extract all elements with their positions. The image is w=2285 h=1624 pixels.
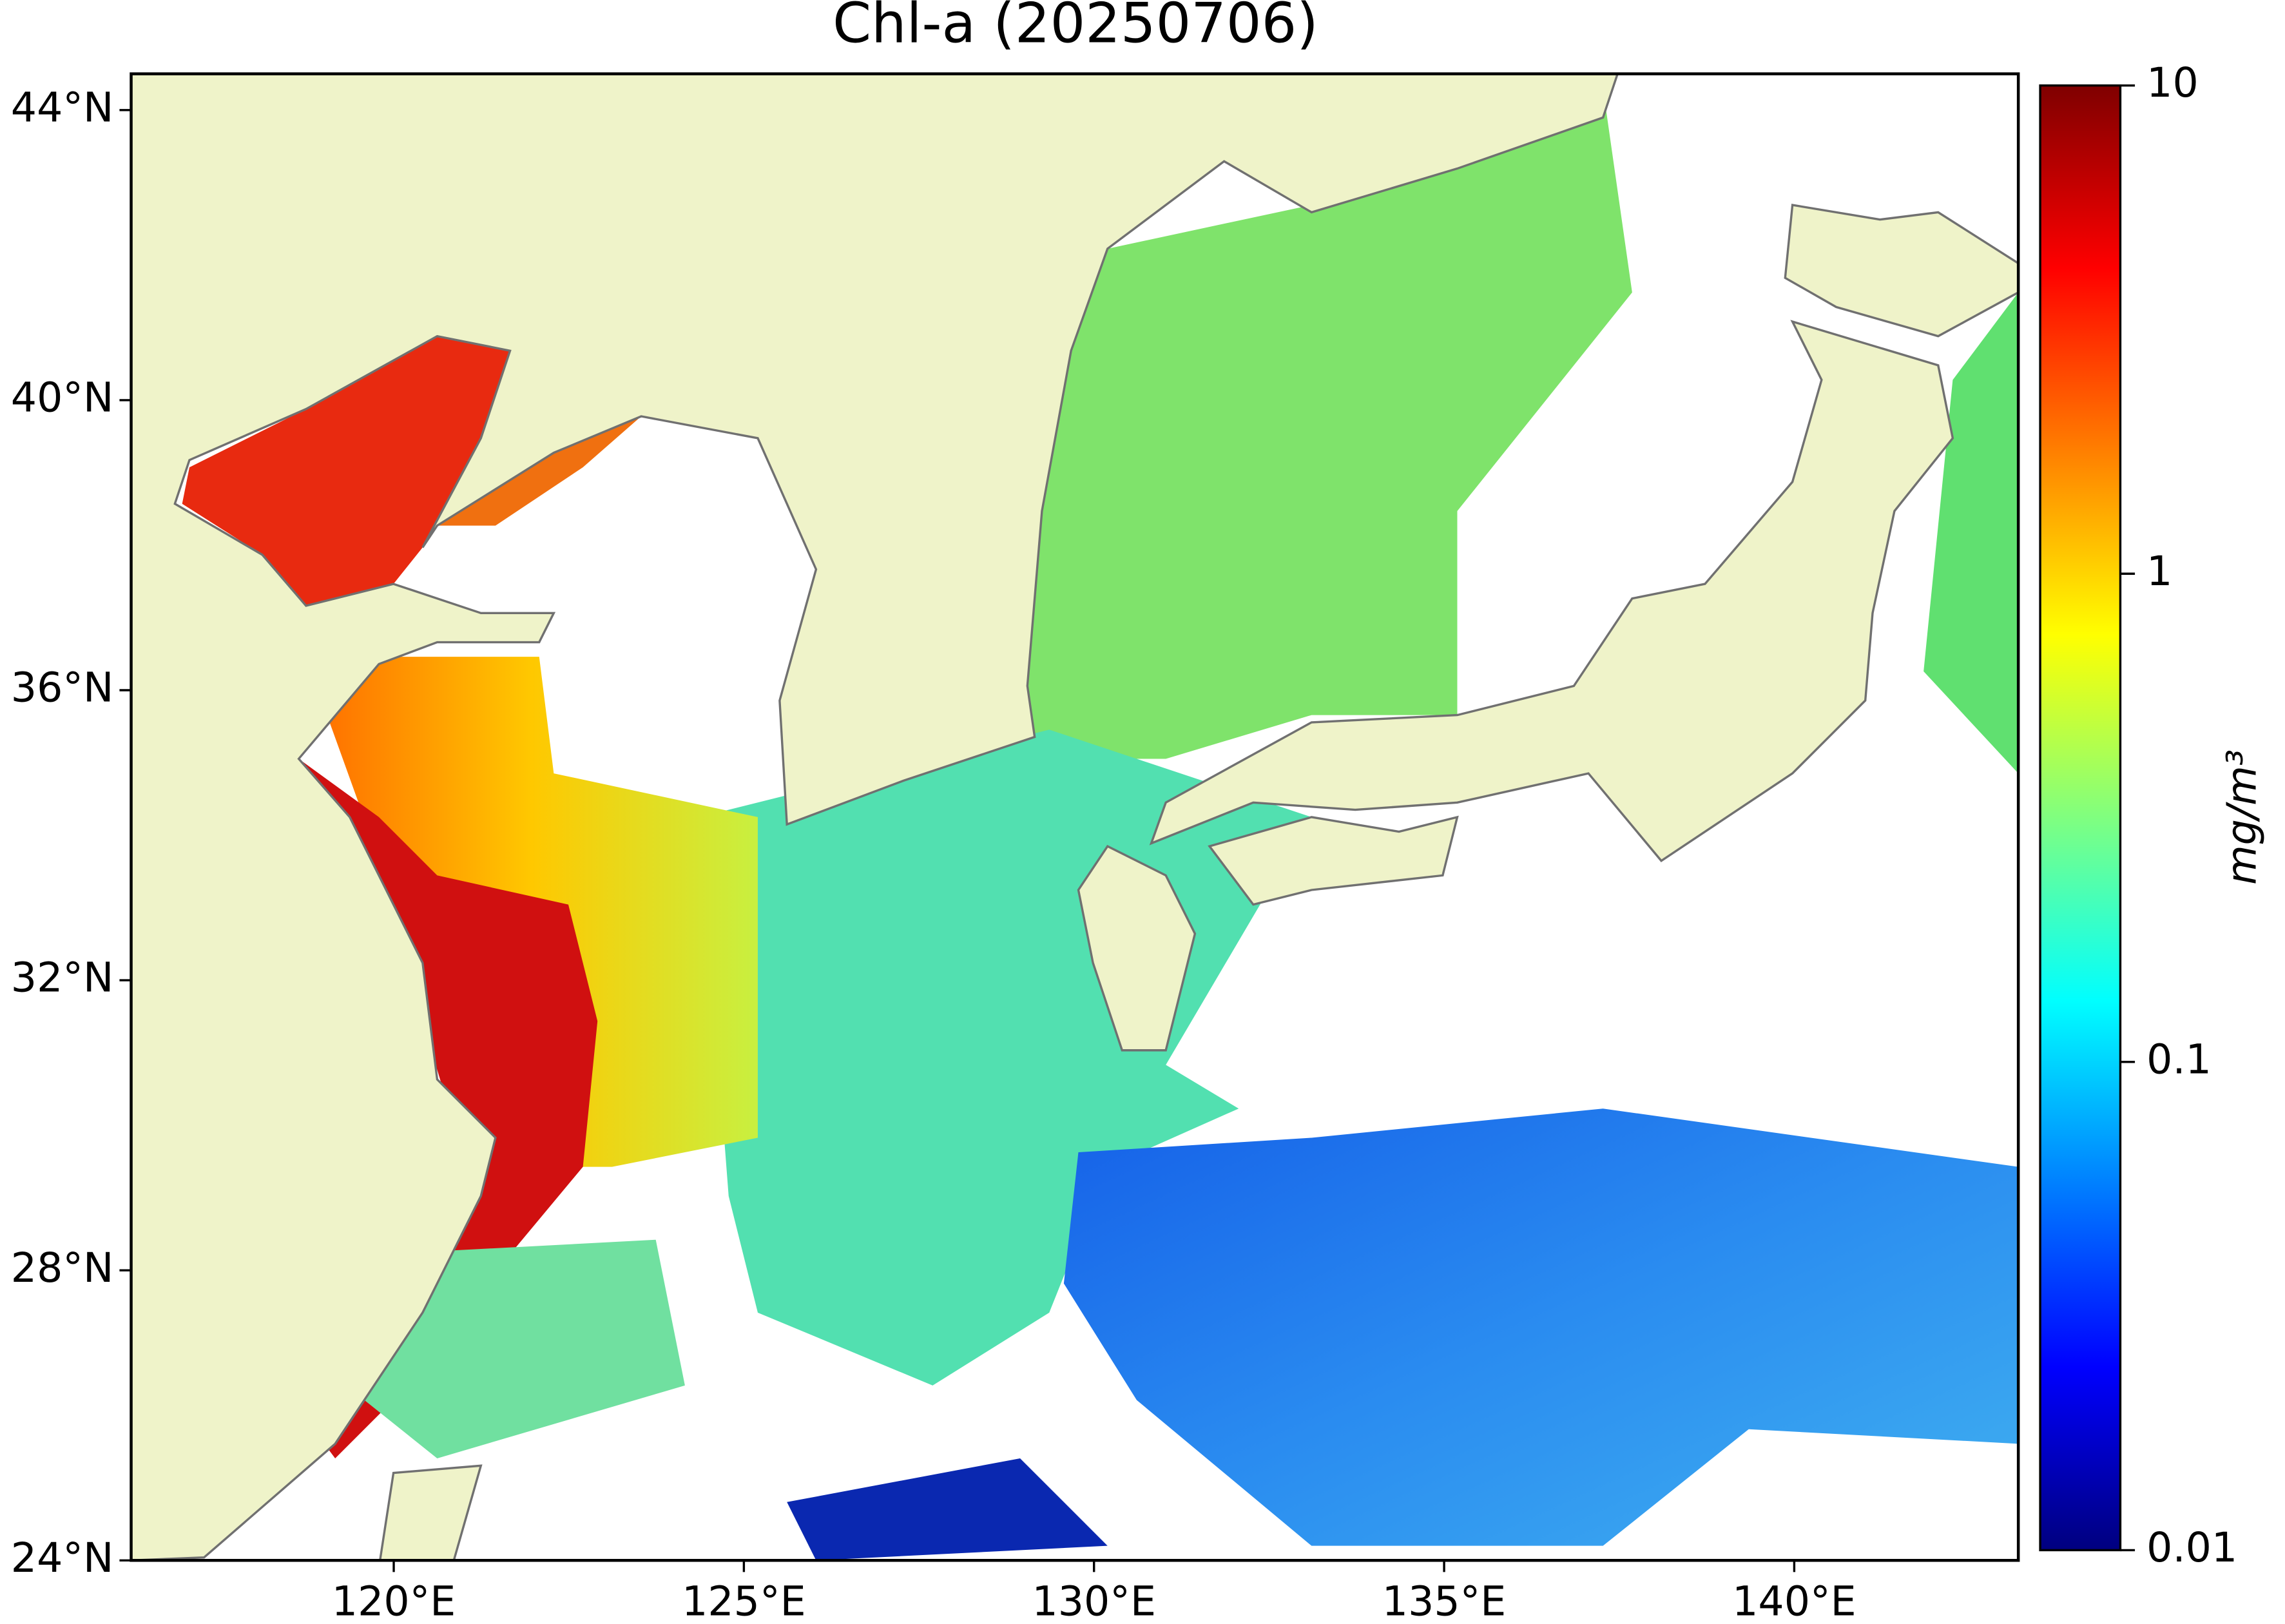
chl-patch — [364, 1239, 685, 1458]
x-tick-label: 130°E — [1032, 1578, 1156, 1624]
land — [131, 73, 1619, 1561]
land — [1149, 320, 1954, 863]
title: Chl-a (20250706) — [833, 0, 1318, 56]
chl-patch — [1923, 292, 2019, 774]
chl-patch — [291, 759, 598, 1458]
x-tick-label: 125°E — [682, 1578, 806, 1624]
chl-patch — [1063, 1108, 2019, 1546]
land — [1208, 815, 1459, 906]
y-tick-label: 36°N — [11, 664, 114, 711]
land — [1077, 844, 1197, 1052]
colorbar-tick-label: 1 — [2146, 547, 2172, 595]
y-tick-label: 28°N — [11, 1244, 114, 1291]
colorbar-tick-label: 10 — [2146, 59, 2199, 106]
chl-patch — [437, 416, 642, 526]
map — [131, 73, 2019, 1561]
colorbar-tick-label: 0.1 — [2146, 1035, 2212, 1083]
y-tick-label: 32°N — [11, 954, 114, 1001]
y-tick-label: 44°N — [11, 83, 114, 131]
x-tick-label: 135°E — [1382, 1578, 1507, 1624]
land — [379, 1464, 483, 1561]
x-tick-label: 120°E — [332, 1578, 456, 1624]
colorbar — [2039, 84, 2122, 1552]
y-tick-label: 40°N — [11, 373, 114, 421]
chl-patch — [182, 336, 510, 606]
map-frame — [130, 72, 2020, 1562]
x-tick-label: 140°E — [1732, 1578, 1856, 1624]
colorbar-tick-label: 0.01 — [2146, 1523, 2237, 1571]
y-tick-label: 24°N — [11, 1534, 114, 1581]
land — [1784, 204, 2019, 338]
chl-patch — [787, 1458, 1108, 1561]
colorbar-label: mg/m³ — [2217, 749, 2265, 885]
chl-patch — [1020, 88, 1632, 759]
